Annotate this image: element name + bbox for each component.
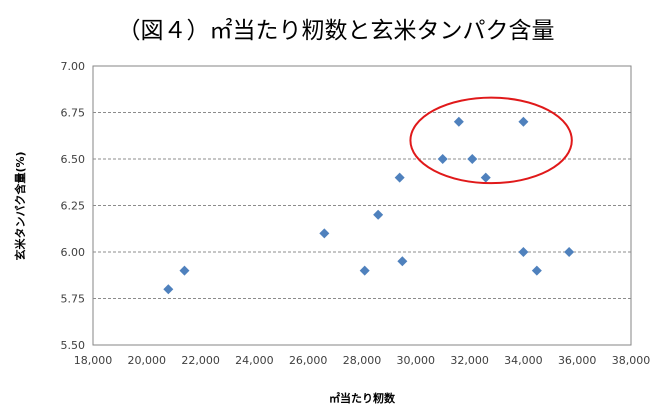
y-tick-label: 6.50 <box>61 153 86 166</box>
x-tick-label: 30,000 <box>397 354 436 367</box>
data-point <box>531 265 542 276</box>
x-axis-title: ㎡当たり籾数 <box>329 391 396 405</box>
x-tick-label: 38,000 <box>612 354 651 367</box>
data-point <box>397 256 408 267</box>
data-point <box>480 172 491 183</box>
x-tick-label: 20,000 <box>128 354 167 367</box>
annotations <box>409 96 573 185</box>
x-tick-label: 34,000 <box>504 354 543 367</box>
data-point <box>453 116 464 127</box>
x-axis-ticks: 18,000 20,000 22,000 24,000 26,000 28,000 30,0… <box>74 354 651 367</box>
data-point <box>518 247 529 257</box>
x-tick-label: 24,000 <box>235 354 274 367</box>
y-axis-title: 玄米タンパク含量(%) <box>13 151 27 260</box>
data-point <box>179 265 190 276</box>
plot-area <box>92 65 632 346</box>
data-points <box>163 116 575 295</box>
data-point <box>359 265 370 276</box>
data-point <box>163 284 174 295</box>
y-tick-label: 6.75 <box>61 107 86 120</box>
y-axis-ticks: 5.50 5.75 6.00 6.25 6.50 6.75 7.00 <box>61 60 86 352</box>
x-tick-label: 26,000 <box>289 354 328 367</box>
y-tick-label: 5.75 <box>61 293 86 306</box>
data-point <box>467 154 478 164</box>
x-tick-label: 22,000 <box>181 354 220 367</box>
y-tick-label: 6.25 <box>61 200 86 213</box>
data-point <box>373 209 384 220</box>
y-tick-label: 7.00 <box>61 60 86 73</box>
y-tick-label: 6.00 <box>61 246 86 259</box>
chart-title: （図４）㎡当たり籾数と玄米タンパク含量 <box>118 18 555 44</box>
data-point <box>518 116 529 127</box>
x-tick-label: 28,000 <box>343 354 382 367</box>
highlight-ellipse <box>409 96 573 185</box>
data-point <box>437 154 448 164</box>
x-tick-label: 18,000 <box>74 354 113 367</box>
y-tick-label: 5.50 <box>61 339 86 352</box>
data-point <box>564 247 575 257</box>
x-tick-label: 36,000 <box>558 354 597 367</box>
x-tick-label: 32,000 <box>450 354 489 367</box>
data-point <box>394 172 405 183</box>
data-point <box>319 228 330 239</box>
